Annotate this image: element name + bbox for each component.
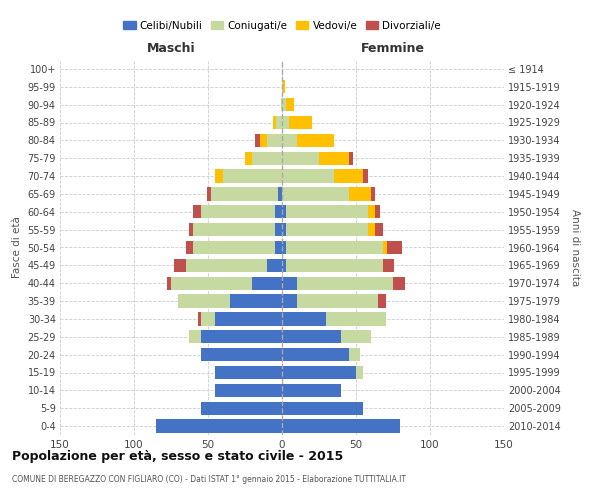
Bar [260, 134, 267, 147]
Bar [282, 276, 297, 290]
Bar [282, 205, 286, 218]
Bar [368, 223, 375, 236]
Bar [349, 187, 371, 200]
Text: Femmine: Femmine [361, 42, 425, 54]
Bar [282, 241, 286, 254]
Bar [193, 205, 200, 218]
Bar [282, 366, 356, 379]
Bar [282, 116, 289, 129]
Bar [200, 205, 275, 218]
Bar [282, 170, 334, 183]
Bar [282, 420, 400, 433]
Bar [282, 187, 349, 200]
Bar [383, 241, 387, 254]
Bar [186, 258, 267, 272]
Text: COMUNE DI BEREGAZZO CON FIGLIARO (CO) - Dati ISTAT 1° gennaio 2015 - Elaborazion: COMUNE DI BEREGAZZO CON FIGLIARO (CO) - … [12, 475, 406, 484]
Bar [193, 241, 275, 254]
Bar [215, 366, 282, 379]
Bar [281, 98, 282, 112]
Bar [193, 223, 275, 236]
Bar [178, 294, 230, 308]
Y-axis label: Fasce di età: Fasce di età [12, 216, 22, 278]
Bar [282, 223, 286, 236]
Bar [189, 330, 200, 344]
Bar [349, 348, 361, 362]
Bar [282, 348, 349, 362]
Bar [375, 223, 383, 236]
Bar [275, 223, 282, 236]
Bar [273, 116, 276, 129]
Bar [171, 276, 253, 290]
Bar [282, 258, 286, 272]
Bar [275, 205, 282, 218]
Bar [375, 205, 380, 218]
Bar [383, 258, 394, 272]
Bar [200, 348, 282, 362]
Bar [206, 187, 211, 200]
Bar [167, 276, 171, 290]
Bar [286, 241, 383, 254]
Bar [275, 241, 282, 254]
Bar [286, 98, 294, 112]
Bar [286, 223, 368, 236]
Bar [282, 294, 297, 308]
Bar [253, 152, 282, 165]
Bar [364, 170, 368, 183]
Bar [282, 152, 319, 165]
Bar [186, 241, 193, 254]
Bar [253, 276, 282, 290]
Bar [356, 366, 364, 379]
Text: Popolazione per età, sesso e stato civile - 2015: Popolazione per età, sesso e stato civil… [12, 450, 343, 463]
Bar [156, 420, 282, 433]
Bar [189, 223, 193, 236]
Bar [282, 134, 297, 147]
Bar [197, 312, 200, 326]
Bar [319, 152, 349, 165]
Bar [286, 258, 383, 272]
Bar [349, 152, 353, 165]
Bar [256, 134, 260, 147]
Bar [282, 330, 341, 344]
Text: Maschi: Maschi [146, 42, 196, 54]
Bar [289, 116, 311, 129]
Bar [200, 312, 215, 326]
Bar [387, 241, 402, 254]
Bar [282, 80, 283, 94]
Y-axis label: Anni di nascita: Anni di nascita [571, 209, 580, 286]
Bar [200, 402, 282, 415]
Legend: Celibi/Nubili, Coniugati/e, Vedovi/e, Divorziali/e: Celibi/Nubili, Coniugati/e, Vedovi/e, Di… [119, 16, 445, 35]
Bar [200, 330, 282, 344]
Bar [326, 312, 386, 326]
Bar [267, 134, 282, 147]
Bar [371, 187, 375, 200]
Bar [278, 187, 282, 200]
Bar [393, 276, 405, 290]
Bar [211, 187, 278, 200]
Bar [286, 205, 368, 218]
Bar [334, 170, 364, 183]
Bar [297, 276, 393, 290]
Bar [368, 205, 375, 218]
Bar [276, 116, 282, 129]
Bar [341, 330, 371, 344]
Bar [378, 294, 386, 308]
Bar [283, 80, 285, 94]
Bar [215, 384, 282, 397]
Bar [223, 170, 282, 183]
Bar [282, 402, 364, 415]
Bar [174, 258, 186, 272]
Bar [282, 312, 326, 326]
Bar [230, 294, 282, 308]
Bar [297, 294, 378, 308]
Bar [267, 258, 282, 272]
Bar [282, 98, 286, 112]
Bar [215, 312, 282, 326]
Bar [215, 170, 223, 183]
Bar [245, 152, 253, 165]
Bar [282, 384, 341, 397]
Bar [297, 134, 334, 147]
